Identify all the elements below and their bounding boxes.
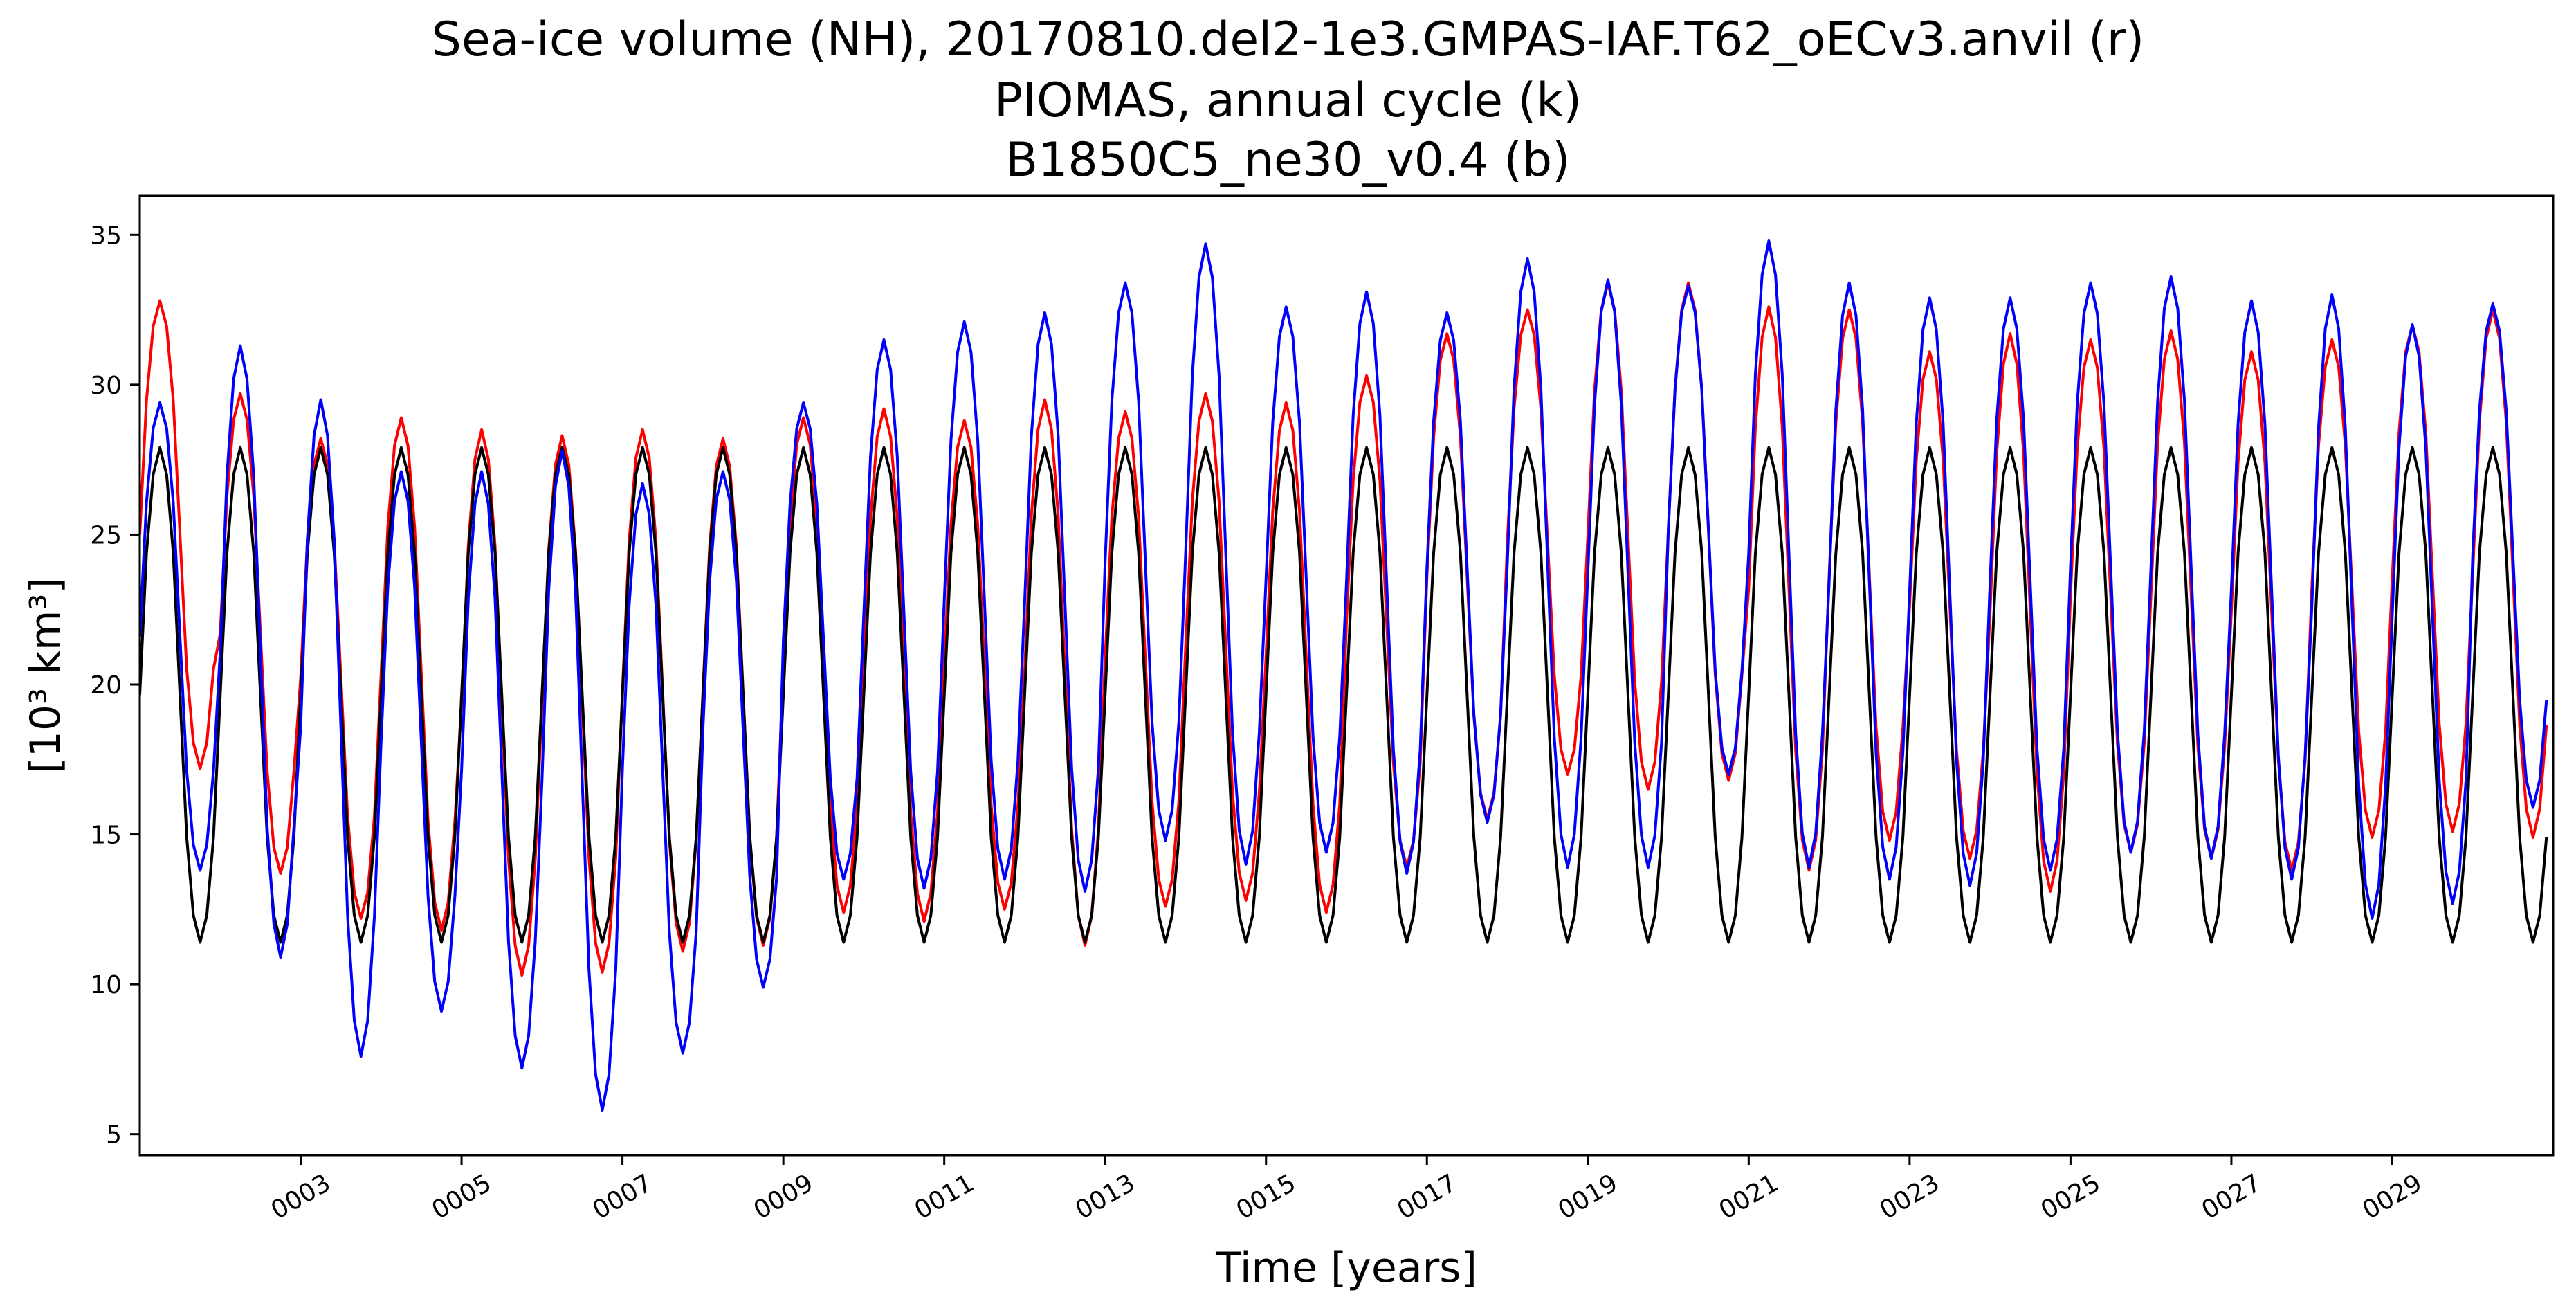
x-tick-label: 0003 [266,1169,336,1225]
x-tick-label: 0005 [427,1169,496,1225]
x-tick-label: 0029 [2358,1169,2427,1225]
series-line-2 [140,239,2548,1112]
y-tick-label: 30 [90,372,122,400]
chart-title-line-3: B1850C5_ne30_v0.4 (b) [1005,133,1571,188]
chart-title-line-1: Sea-ice volume (NH), 20170810.del2-1e3.G… [431,12,2145,67]
x-tick-label: 0023 [1875,1169,1944,1225]
y-tick-label: 20 [90,671,122,700]
y-tick-label: 15 [90,822,122,850]
x-tick-label: 0027 [2197,1169,2266,1225]
y-tick-label: 25 [90,521,122,550]
y-axis-ticks: 5 10 15 20 25 30 35 [90,221,140,1150]
x-tick-label: 0007 [588,1169,657,1225]
x-tick-label: 0025 [2036,1169,2105,1225]
chart-title-line-2: PIOMAS, annual cycle (k) [994,73,1582,128]
x-tick-label: 0009 [749,1169,818,1225]
y-tick-label: 5 [106,1121,122,1150]
x-tick-label: 0017 [1393,1169,1462,1225]
x-tick-label: 0013 [1071,1169,1140,1225]
x-tick-label: 0015 [1232,1169,1301,1225]
y-axis-label: [10³ km³] [21,577,70,774]
plot-area-frame [138,194,2555,1157]
series-line-1 [140,446,2548,944]
y-tick-label: 10 [90,971,122,999]
x-tick-label: 0011 [910,1169,979,1225]
y-tick-label: 35 [90,221,122,250]
x-tick-label: 0021 [1715,1169,1784,1225]
series-layer [140,239,2548,1112]
x-tick-label: 0019 [1553,1169,1623,1225]
x-axis-ticks: 0003 0005 0007 0009 0011 0013 0015 0017 0019 0021… [266,1155,2427,1225]
x-axis-label: Time [years] [1215,1244,1477,1292]
